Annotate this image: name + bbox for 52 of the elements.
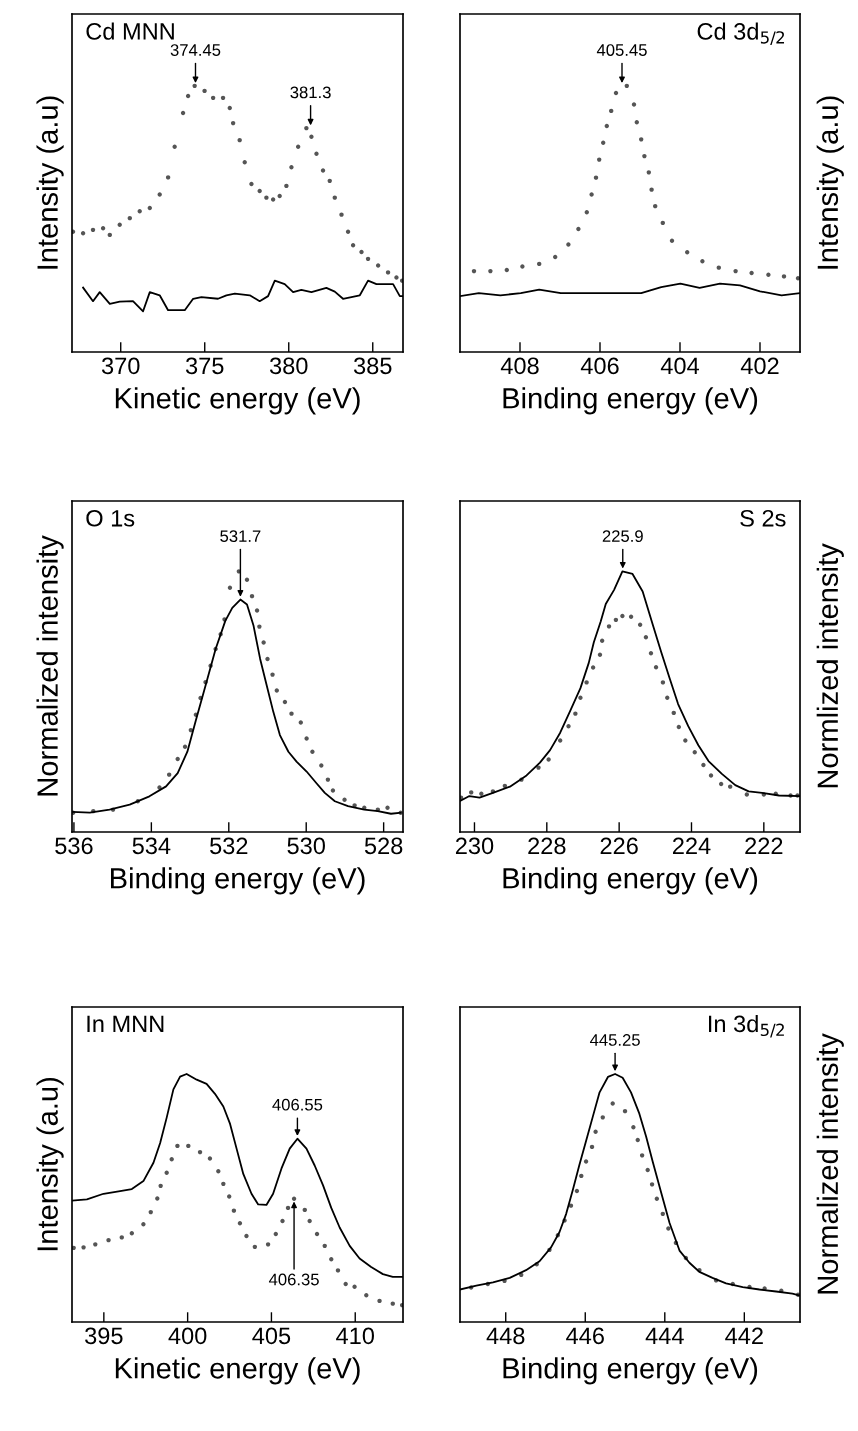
x-tick-label: 408	[500, 357, 539, 375]
annotation: 406.35	[268, 1273, 319, 1286]
x-axis-title: Binding energy (eV)	[503, 387, 758, 415]
x-tick-label: 528	[364, 837, 403, 855]
x-axis-title: Binding energy (eV)	[111, 867, 365, 895]
x-tick-label: 444	[645, 1327, 684, 1344]
y2-axis-title: Normlized intensity	[816, 543, 844, 788]
y2-axis-title: Normalized intensity	[816, 1033, 844, 1294]
x-tick-label: 228	[528, 837, 566, 855]
x-tick-label: 536	[55, 837, 93, 855]
annotation: 531.7	[220, 530, 261, 543]
x-tick-label: 395	[85, 1327, 123, 1345]
chart-title: Cd MNN	[86, 22, 174, 40]
annotation: 406.55	[272, 1098, 323, 1111]
x-axis-title: Kinetic energy (eV)	[115, 387, 360, 415]
x-tick-label: 224	[672, 837, 711, 854]
x-axis-title: Kinetic energy (eV)	[115, 1357, 360, 1385]
x-tick-label: 446	[566, 1327, 604, 1345]
annotation: 225.9	[602, 530, 643, 543]
x-tick-label: 442	[725, 1327, 763, 1344]
y-axis-title: Intensity (a.u)	[36, 96, 64, 269]
x-tick-label: 404	[660, 357, 700, 375]
annotation: 405.45	[596, 44, 647, 56]
x-tick-label: 385	[353, 357, 392, 375]
x-tick-label: 410	[336, 1327, 375, 1345]
y-axis-title: Normalized intensity	[36, 535, 64, 796]
x-tick-label: 400	[168, 1327, 207, 1345]
x-tick-label: 530	[287, 837, 325, 855]
x-tick-label: 406	[580, 357, 619, 375]
x-tick-label: 405	[252, 1327, 291, 1345]
x-tick-label: 230	[455, 837, 494, 855]
annotation: 445.25	[589, 1034, 640, 1046]
chart-title: S 2s	[740, 509, 786, 527]
x-tick-label: 370	[101, 357, 140, 375]
x-axis-title: Binding energy (eV)	[503, 867, 758, 895]
chart-title: O 1s	[86, 509, 135, 527]
x-tick-label: 534	[132, 837, 171, 855]
chart-title: In 3d$_{5/2}$	[709, 1014, 784, 1038]
x-tick-label: 222	[745, 837, 783, 854]
x-tick-label: 448	[486, 1327, 525, 1345]
annotation: 381.3	[290, 86, 331, 99]
x-tick-label: 226	[600, 837, 638, 855]
x-tick-label: 402	[740, 357, 779, 375]
x-tick-label: 380	[269, 357, 308, 375]
y-axis-title: Intensity (a.u)	[36, 1077, 64, 1251]
x-axis-title: Binding energy (eV)	[503, 1357, 758, 1385]
annotation: 374.45	[170, 44, 221, 56]
x-tick-label: 532	[210, 837, 248, 855]
x-tick-label: 375	[185, 357, 224, 375]
chart-title: In MNN	[87, 1015, 164, 1032]
y2-axis-title: Intensity (a.u)	[816, 96, 844, 269]
chart-title: Cd 3d$_{5/2}$	[697, 22, 785, 45]
